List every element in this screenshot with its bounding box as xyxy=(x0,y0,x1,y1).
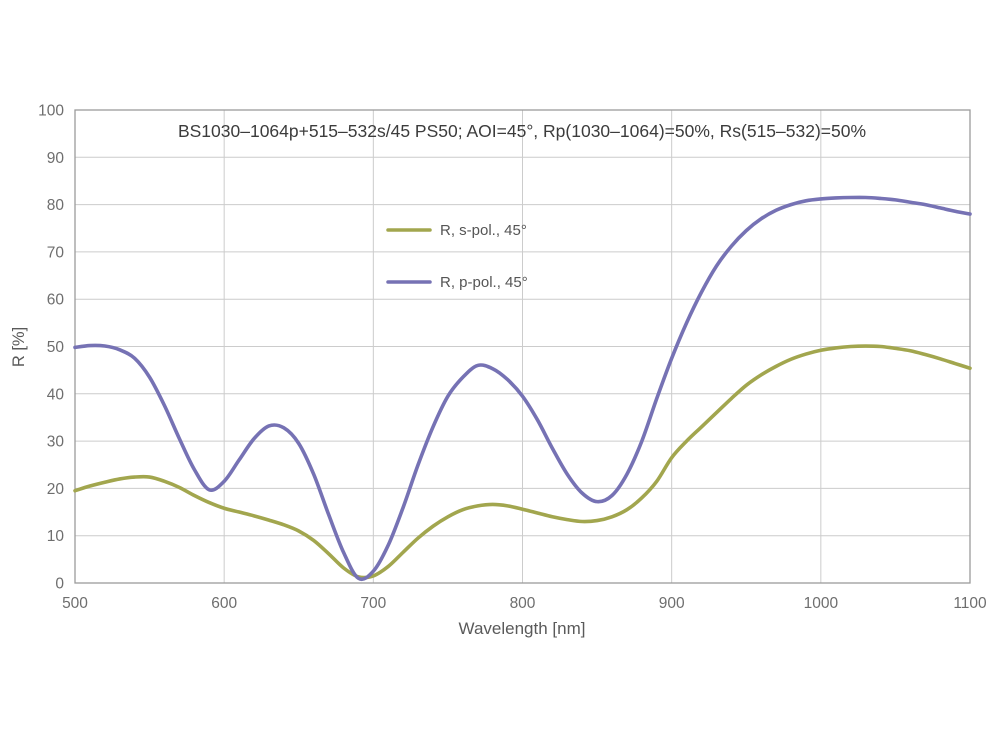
x-tick-label: 900 xyxy=(659,595,685,612)
x-tick-label: 500 xyxy=(62,595,88,612)
y-tick-label: 60 xyxy=(47,292,65,309)
legend-label-s-pol: R, s-pol., 45° xyxy=(440,222,527,239)
legend: R, s-pol., 45° R, p-pol., 45° xyxy=(386,222,528,291)
x-axis-label: Wavelength [nm] xyxy=(459,619,586,638)
y-tick-label: 0 xyxy=(55,576,64,593)
y-axis-label: R [%] xyxy=(10,327,28,367)
y-tick-label: 10 xyxy=(47,528,65,545)
series-layer xyxy=(73,195,972,582)
x-tick-label: 800 xyxy=(510,595,536,612)
y-tick-label: 90 xyxy=(47,150,65,167)
series-line-s-pol xyxy=(73,344,972,580)
x-tick-label: 1100 xyxy=(953,595,987,612)
y-tick-label: 80 xyxy=(47,197,65,214)
y-tick-label: 50 xyxy=(47,339,65,356)
series-line-p-pol xyxy=(73,195,972,582)
y-tick-label: 20 xyxy=(47,481,65,498)
chart-title: BS1030–1064p+515–532s/45 PS50; AOI=45°, … xyxy=(178,121,866,141)
y-tick-label: 70 xyxy=(47,244,65,261)
y-tick-label: 100 xyxy=(38,103,64,120)
tick-labels: 0 10 20 30 40 50 60 70 80 90 100 500 600 700 800 900 100… xyxy=(38,103,987,613)
y-tick-label: 40 xyxy=(47,386,65,403)
x-tick-label: 600 xyxy=(211,595,237,612)
x-tick-label: 1000 xyxy=(804,595,839,612)
x-tick-label: 700 xyxy=(360,595,386,612)
y-tick-label: 30 xyxy=(47,434,65,451)
legend-label-p-pol: R, p-pol., 45° xyxy=(440,274,528,291)
